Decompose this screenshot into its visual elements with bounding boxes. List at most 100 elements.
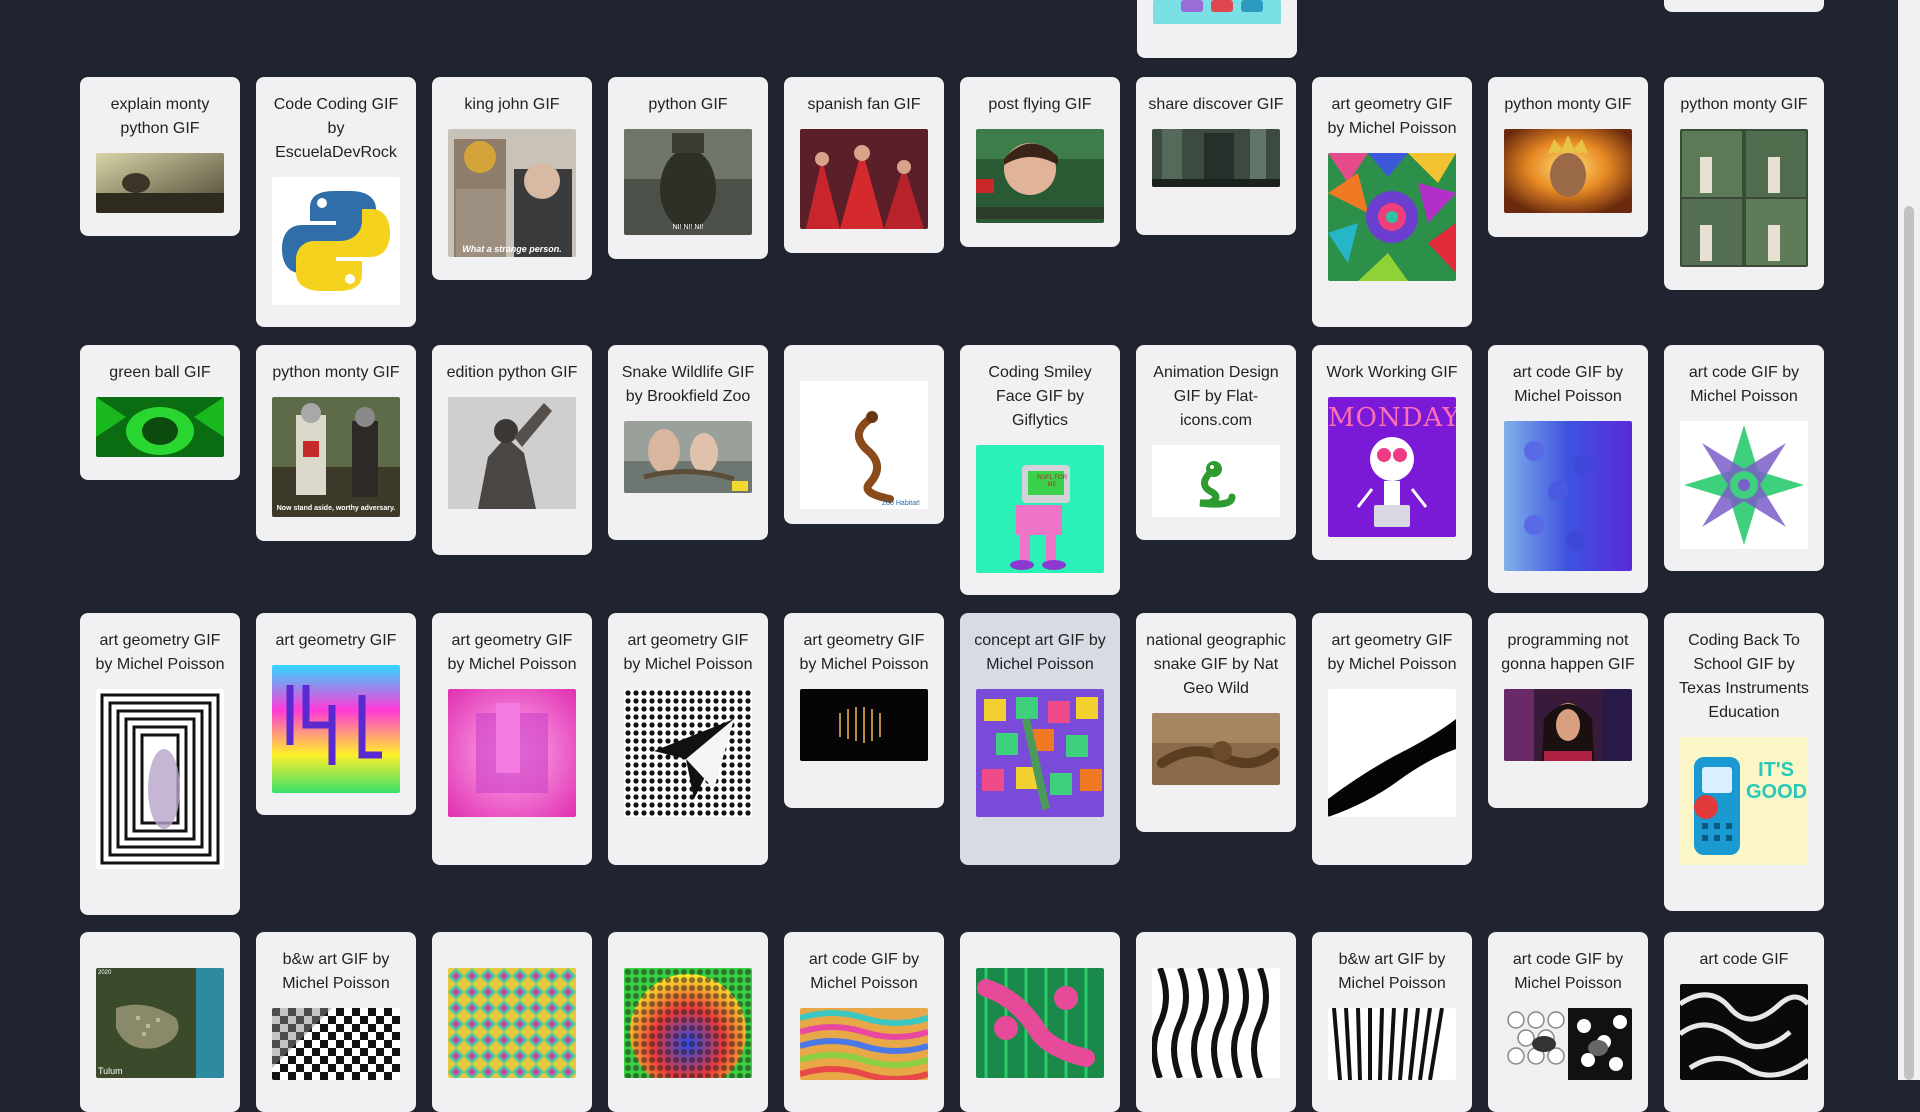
gif-title: python monty GIF [1680, 96, 1808, 113]
gif-title: art code GIF [1699, 951, 1789, 968]
gif-thumbnail [1680, 984, 1808, 1080]
gif-title: b&w art GIF by Michel Poisson [1338, 951, 1446, 992]
gif-card[interactable]: b&w art GIF by Michel Poisson [1312, 932, 1472, 1112]
gif-card[interactable]: art geometry GIF by Michel Poisson [608, 613, 768, 865]
gif-card[interactable]: Animation Design GIF by Flat-icons.com [1136, 345, 1296, 540]
gif-card[interactable]: python monty GIF [1664, 77, 1824, 290]
gif-card[interactable]: art code GIF by Michel Poisson [1488, 345, 1648, 593]
gif-thumbnail [1152, 129, 1280, 187]
gif-thumbnail [448, 397, 576, 509]
gif-title: art geometry GIF by Michel Poisson [1327, 96, 1457, 137]
map-label: Tulum [98, 1066, 123, 1076]
gif-card[interactable]: Zoo Habitat! [784, 345, 944, 524]
gif-card[interactable]: art code GIF [1664, 932, 1824, 1112]
gif-card[interactable]: art code GIF by Michel Poisson [1664, 345, 1824, 571]
gif-title: art geometry GIF by Michel Poisson [623, 632, 753, 673]
gif-title: Coding Back To School GIF by Texas Instr… [1679, 632, 1809, 721]
gif-card[interactable] [960, 932, 1120, 1112]
gif-thumbnail [624, 689, 752, 817]
gif-card[interactable]: programming not gonna happen GIF [1488, 613, 1648, 808]
gif-card[interactable]: python GIF NI! NI! NI! [608, 77, 768, 259]
its-good-text: IT'S GOOD [1746, 759, 1808, 803]
gif-title: edition python GIF [446, 364, 578, 381]
gif-thumbnail: Now stand aside, worthy adversary. [272, 397, 400, 517]
gif-thumbnail: IT'S GOOD [1680, 737, 1808, 865]
gif-card[interactable]: art geometry GIF [256, 613, 416, 815]
gif-thumbnail [1328, 153, 1456, 281]
gif-card[interactable]: art code GIF by Michel Poisson [784, 932, 944, 1112]
gif-thumbnail [1680, 421, 1808, 549]
gif-title: Code Coding GIF by EscuelaDevRock [273, 96, 399, 161]
gif-title: national geographic snake GIF by Nat Geo… [1146, 632, 1286, 697]
gif-card[interactable]: art geometry GIF by Michel Poisson [784, 613, 944, 808]
gif-thumbnail [1504, 129, 1632, 213]
gif-card[interactable]: art code GIF by Michel Poisson [1488, 932, 1648, 1112]
gif-title: art geometry GIF by Michel Poisson [447, 632, 577, 673]
gif-caption: NI! NI! NI! [672, 224, 704, 231]
gif-thumbnail [1153, 0, 1281, 24]
gif-thumbnail [96, 397, 224, 457]
gif-card[interactable] [432, 932, 592, 1112]
gif-card[interactable]: art geometry GIF by Michel Poisson [432, 613, 592, 865]
map-year: 2020 [98, 970, 112, 976]
gif-card[interactable]: edition python GIF [432, 345, 592, 555]
gif-card[interactable]: explain monty python GIF [80, 77, 240, 236]
gif-card[interactable]: Code Coding GIF by EscuelaDevRock [256, 77, 416, 327]
gif-card[interactable]: python monty GIF [1488, 77, 1648, 237]
gif-title: b&w art GIF by Michel Poisson [282, 951, 390, 992]
gif-card[interactable] [608, 932, 768, 1112]
gif-card[interactable]: Work Working GIF MONDAY [1312, 345, 1472, 560]
gif-title: explain monty python GIF [110, 96, 210, 137]
gif-thumbnail [800, 129, 928, 229]
gif-card[interactable]: 2020 Tulum [80, 932, 240, 1112]
gif-title: python monty GIF [1504, 96, 1632, 113]
gif-card[interactable]: green ball GIF [80, 345, 240, 480]
gif-thumbnail [96, 153, 224, 213]
gif-thumbnail [272, 665, 400, 793]
gif-card-partial[interactable] [1664, 0, 1824, 12]
gif-card[interactable]: art geometry GIF by Michel Poisson [1312, 613, 1472, 865]
gif-title: art code GIF by Michel Poisson [1512, 951, 1624, 992]
gif-title: art geometry GIF [275, 632, 397, 649]
gif-card[interactable]: share discover GIF [1136, 77, 1296, 235]
gif-thumbnail: What a strange person. [448, 129, 576, 257]
gif-title: share discover GIF [1148, 96, 1284, 113]
scrollbar-thumb[interactable] [1904, 206, 1914, 1080]
gif-title: python GIF [648, 96, 728, 113]
gif-card[interactable]: art geometry GIF by Michel Poisson [80, 613, 240, 915]
gif-thumbnail: ROFL FOR ME [976, 445, 1104, 573]
gif-thumbnail [448, 689, 576, 817]
gif-thumbnail: 2020 Tulum [96, 968, 224, 1078]
gif-thumbnail [1328, 1008, 1456, 1080]
gif-thumbnail [624, 968, 752, 1078]
gif-thumbnail [800, 1008, 928, 1080]
gif-card[interactable]: post flying GIF [960, 77, 1120, 247]
gif-thumbnail [1504, 689, 1632, 761]
gif-card[interactable]: Coding Back To School GIF by Texas Instr… [1664, 613, 1824, 911]
gif-thumbnail: MONDAY [1328, 397, 1456, 537]
gif-card[interactable]: python monty GIF Now stand aside, worthy… [256, 345, 416, 541]
snake-icon [1152, 445, 1280, 517]
gif-caption: What a strange person. [462, 244, 562, 254]
gif-card[interactable] [1136, 932, 1296, 1112]
gif-title: programming not gonna happen GIF [1501, 632, 1635, 673]
vertical-scrollbar[interactable] [1898, 0, 1920, 1080]
gif-card[interactable]: b&w art GIF by Michel Poisson [256, 932, 416, 1112]
gif-thumbnail [976, 129, 1104, 223]
gif-title: art geometry GIF by Michel Poisson [1327, 632, 1457, 673]
gif-title: spanish fan GIF [807, 96, 921, 113]
gif-card[interactable]: spanish fan GIF [784, 77, 944, 253]
gif-card[interactable]: Snake Wildlife GIF by Brookfield Zoo [608, 345, 768, 540]
gif-title: Snake Wildlife GIF by Brookfield Zoo [621, 364, 755, 405]
gif-card[interactable]: Coding Smiley Face GIF by Giflytics ROFL… [960, 345, 1120, 595]
gif-thumbnail [1152, 968, 1280, 1078]
gif-thumbnail [1152, 713, 1280, 785]
gif-card-hovered[interactable]: concept art GIF by Michel Poisson [960, 613, 1120, 865]
gif-card[interactable]: art geometry GIF by Michel Poisson [1312, 77, 1472, 327]
gif-card[interactable]: king john GIF What a strange person. [432, 77, 592, 280]
gif-thumbnail [1680, 129, 1808, 267]
gif-card[interactable]: national geographic snake GIF by Nat Geo… [1136, 613, 1296, 832]
gif-card-partial[interactable] [1137, 0, 1297, 58]
gif-thumbnail [448, 968, 576, 1078]
gif-title: art code GIF by Michel Poisson [1512, 364, 1624, 405]
